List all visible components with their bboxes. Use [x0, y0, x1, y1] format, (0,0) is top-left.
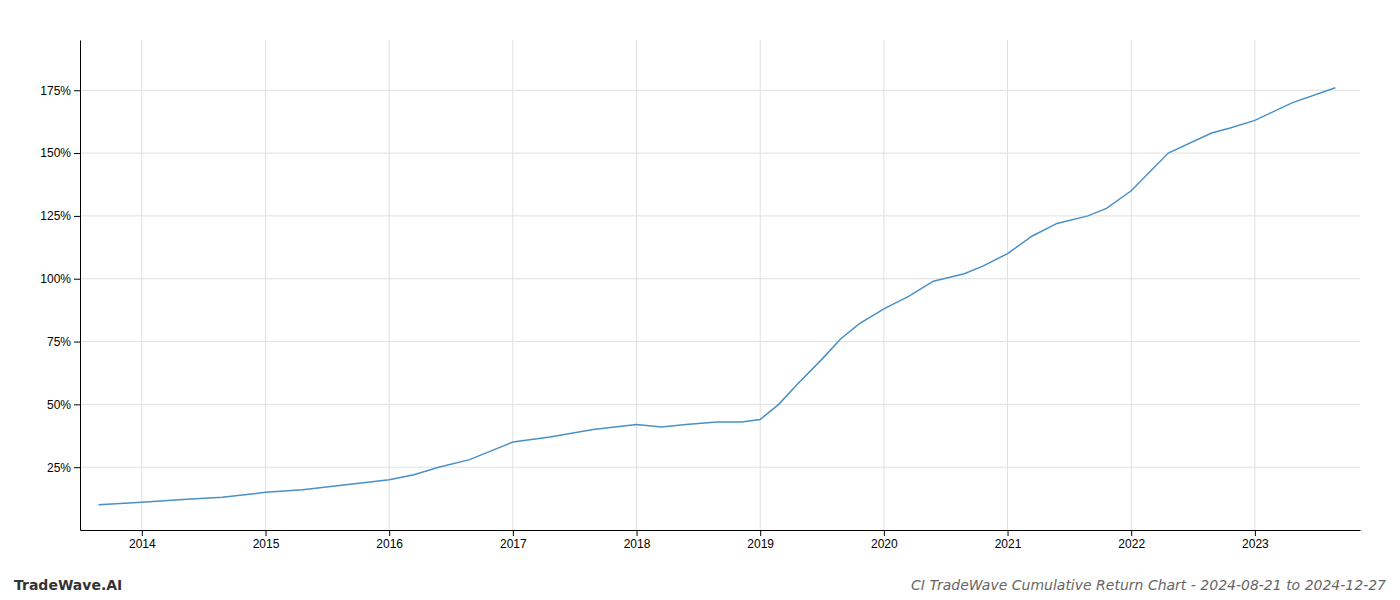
- grid-line-x: [265, 40, 266, 530]
- x-tick-label: 2019: [747, 537, 774, 551]
- x-tick: 2016: [376, 530, 403, 551]
- y-axis-line: [80, 41, 81, 531]
- grid-line-x: [1007, 40, 1008, 530]
- x-tick: 2023: [1242, 530, 1269, 551]
- grid-line-x: [636, 40, 637, 530]
- y-tick: 175%: [40, 84, 80, 98]
- y-tick: 150%: [40, 146, 80, 160]
- y-tick-label: 50%: [47, 398, 71, 412]
- grid-line-x: [883, 40, 884, 530]
- x-tick-label: 2016: [376, 537, 403, 551]
- x-axis-line: [81, 530, 1361, 531]
- x-tick-label: 2018: [624, 537, 651, 551]
- y-tick-mark: [74, 153, 80, 154]
- y-tick: 100%: [40, 272, 80, 286]
- grid-line-y: [80, 341, 1360, 342]
- x-tick: 2020: [871, 530, 898, 551]
- y-tick-label: 150%: [40, 146, 71, 160]
- grid-line-y: [80, 278, 1360, 279]
- y-tick: 75%: [47, 335, 80, 349]
- x-tick-mark: [1255, 530, 1256, 536]
- y-tick-mark: [74, 90, 80, 91]
- x-tick-label: 2020: [871, 537, 898, 551]
- plot-area: [99, 88, 1336, 505]
- grid-line-x: [1131, 40, 1132, 530]
- line: [99, 88, 1336, 505]
- y-tick-label: 175%: [40, 84, 71, 98]
- grid: [80, 40, 1360, 530]
- grid-line-x: [760, 40, 761, 530]
- x-tick: 2019: [747, 530, 774, 551]
- x-tick: 2015: [253, 530, 280, 551]
- y-tick-label: 100%: [40, 272, 71, 286]
- x-tick-mark: [884, 530, 885, 536]
- x-tick-label: 2017: [500, 537, 527, 551]
- x-tick-mark: [760, 530, 761, 536]
- y-tick: 25%: [47, 461, 80, 475]
- x-axis: 2014 2015 2016 2017 2018 2019 2020 2021 2022 2023: [81, 530, 1361, 551]
- x-tick-label: 2022: [1118, 537, 1145, 551]
- x-tick: 2014: [129, 530, 156, 551]
- x-tick: 2021: [995, 530, 1022, 551]
- x-tick-label: 2023: [1242, 537, 1269, 551]
- x-tick-label: 2015: [253, 537, 280, 551]
- title: CI TradeWave Cumulative Return Chart - 2…: [911, 577, 1386, 593]
- y-tick-mark: [74, 279, 80, 280]
- grid-line-y: [80, 467, 1360, 468]
- x-tick-mark: [1008, 530, 1009, 536]
- x-tick: 2017: [500, 530, 527, 551]
- y-tick: 125%: [40, 209, 80, 223]
- x-tick-mark: [266, 530, 267, 536]
- grid-line-x: [389, 40, 390, 530]
- x-tick-mark: [513, 530, 514, 536]
- x-tick-label: 2014: [129, 537, 156, 551]
- x-tick-mark: [389, 530, 390, 536]
- y-axis: 25% 50% 75% 100% 125% 150% 175%: [40, 41, 80, 531]
- x-tick: 2018: [624, 530, 651, 551]
- grid-line-y: [80, 215, 1360, 216]
- chart: 2014 2015 2016 2017 2018 2019 2020 2021 2022 2023…: [0, 0, 1400, 600]
- y-tick-mark: [74, 404, 80, 405]
- watermark: TradeWave.AI: [14, 577, 122, 593]
- x-tick: 2022: [1118, 530, 1145, 551]
- y-tick-mark: [74, 467, 80, 468]
- y-tick: 50%: [47, 398, 80, 412]
- grid-line-y: [80, 404, 1360, 405]
- x-tick-mark: [142, 530, 143, 536]
- y-tick-label: 125%: [40, 209, 71, 223]
- y-tick-label: 75%: [47, 335, 71, 349]
- grid-line-y: [80, 90, 1360, 91]
- grid-line-x: [1254, 40, 1255, 530]
- y-tick-label: 25%: [47, 461, 71, 475]
- grid-line-x: [512, 40, 513, 530]
- x-tick-mark: [1131, 530, 1132, 536]
- x-tick-mark: [637, 530, 638, 536]
- x-tick-label: 2021: [995, 537, 1022, 551]
- y-tick-mark: [74, 342, 80, 343]
- y-tick-mark: [74, 216, 80, 217]
- grid-line-x: [141, 40, 142, 530]
